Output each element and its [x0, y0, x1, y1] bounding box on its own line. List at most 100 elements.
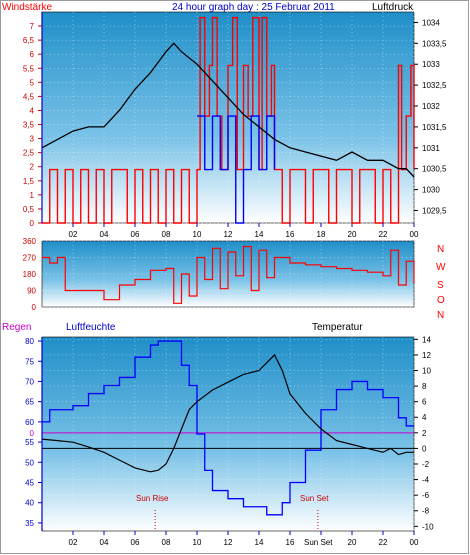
- sun-rise-label: Sun Rise: [136, 494, 169, 503]
- humidity-temperature-marks: [41, 340, 414, 531]
- wind-ytick-label: 2: [30, 163, 35, 172]
- pressure-ytick-label: 1029,5: [422, 206, 447, 215]
- wind-direction-marks: [42, 245, 415, 304]
- humidity-ytick-label: 40: [25, 499, 34, 508]
- luftdruck-label: Luftdruck: [372, 2, 414, 13]
- pressure-ytick-label: 1032,5: [422, 81, 447, 90]
- humidity-ytick-label: 35: [25, 519, 34, 528]
- wind-xtick-label: 22: [379, 230, 388, 239]
- direction-ytick-label: 360: [23, 237, 37, 246]
- temperature-ytick-label: 12: [422, 351, 431, 360]
- wind-xtick-label: 14: [255, 230, 264, 239]
- wind-xtick-label: 00: [410, 230, 419, 239]
- wind-direction-ticks: 0 90 180 270 360: [23, 237, 37, 312]
- temperature-ytick-label: 6: [422, 398, 427, 407]
- wind-ytick-label: 2,5: [23, 149, 35, 158]
- sun-set-label: Sun Set: [300, 494, 329, 503]
- climate-xtick-label: 20: [348, 538, 357, 547]
- dir-letter-o: O: [437, 295, 445, 306]
- direction-ytick-label: 0: [32, 303, 37, 312]
- wind-xtick-label: 02: [69, 230, 78, 239]
- climate-xtick-label: 02: [69, 538, 78, 547]
- humidity-line: [42, 340, 414, 516]
- temperature-ytick-label: -4: [422, 476, 430, 485]
- rain-zero-label: 0: [30, 429, 35, 438]
- wind-direction-line: [42, 245, 415, 304]
- direction-ytick-label: 180: [23, 270, 37, 279]
- humidity-ytick-label: 75: [25, 357, 34, 366]
- wind-speed-line: [42, 16, 415, 224]
- temperature-ytick-label: -6: [422, 491, 430, 500]
- regen-label: Regen: [2, 322, 31, 333]
- temperature-ytick-label: 10: [422, 367, 431, 376]
- humidity-ytick-label: 80: [25, 337, 34, 346]
- wind-ytick-label: 6,5: [23, 36, 35, 45]
- dir-letter-n-top: N: [437, 244, 444, 255]
- climate-xtick-label: 22: [379, 538, 388, 547]
- wind-xtick-label: 06: [131, 230, 140, 239]
- humidity-ytick-label: 55: [25, 438, 34, 447]
- wind-xtick-label: 10: [193, 230, 202, 239]
- wind-xtick-label: 16: [286, 230, 295, 239]
- temperatur-label: Temperatur: [312, 322, 363, 333]
- climate-xtick-label: 06: [131, 538, 140, 547]
- pressure-ytick-label: 1030: [422, 186, 440, 195]
- sun-set-axis-tick: Sun Set: [304, 538, 333, 547]
- temperature-ytick-label: -2: [422, 460, 430, 469]
- luftfeuchte-label: Luftfeuchte: [66, 322, 116, 333]
- pressure-ytick-label: 1033: [422, 60, 440, 69]
- pressure-ytick-label: 1033,5: [422, 39, 447, 48]
- pressure-ytick-label: 1031: [422, 144, 440, 153]
- pressure-ytick-label: 1034: [422, 18, 440, 27]
- climate-xtick-label: 04: [100, 538, 109, 547]
- humidity-temperature-ticks: 35404550556065707580-10-8-6-4-2024681012…: [25, 335, 434, 547]
- climate-xtick-label: 12: [224, 538, 233, 547]
- wind-ytick-label: 1: [30, 191, 35, 200]
- pressure-line: [41, 42, 415, 178]
- pressure-ytick-label: 1030,5: [422, 165, 447, 174]
- wind-ytick-label: 3: [30, 135, 35, 144]
- pressure-ytick-label: 1031,5: [422, 123, 447, 132]
- temperature-ytick-label: 4: [422, 413, 427, 422]
- climate-xtick-label: 00: [410, 538, 419, 547]
- direction-ytick-label: 90: [27, 287, 36, 296]
- wind-xtick-label: 18: [317, 230, 326, 239]
- wind-ytick-label: 3,5: [23, 121, 35, 130]
- wind-xtick-label: 20: [348, 230, 357, 239]
- temperature-ytick-label: -8: [422, 507, 430, 516]
- temperature-ytick-label: 2: [422, 429, 427, 438]
- pressure-ytick-label: 1032: [422, 102, 440, 111]
- temperature-ytick-label: 0: [422, 444, 427, 453]
- wind-xtick-label: 12: [224, 230, 233, 239]
- wind-pressure-ticks: 0 0,5 1 1,5 2 2,5 3 3,5 4 4,5 5 5,5 6 6,5 7 1029,5 1030 1…: [23, 18, 447, 239]
- wind-ytick-label: 5,5: [23, 64, 35, 73]
- temperature-line: [41, 353, 414, 473]
- dir-letter-n-bottom: N: [437, 310, 444, 321]
- chart-title: 24 hour graph day : 25 Februar 2011: [172, 2, 335, 13]
- dir-letter-s: S: [437, 280, 444, 291]
- climate-xtick-label: 08: [162, 538, 171, 547]
- direction-ytick-label: 270: [23, 254, 37, 263]
- wind-ytick-label: 0,5: [23, 205, 35, 214]
- climate-xtick-label: 14: [255, 538, 264, 547]
- windstaerke-label: Windstärke: [2, 2, 52, 13]
- humidity-ytick-label: 65: [25, 398, 34, 407]
- wind-ytick-label: 1,5: [23, 177, 35, 186]
- humidity-ytick-label: 60: [25, 418, 34, 427]
- wind-ytick-label: 7: [30, 22, 35, 31]
- humidity-ytick-label: 45: [25, 479, 34, 488]
- wind-ytick-label: 4: [30, 106, 35, 115]
- humidity-ytick-label: 70: [25, 377, 34, 386]
- climate-xtick-label: 16: [286, 538, 295, 547]
- wind-ytick-label: 0: [30, 219, 35, 228]
- wind-ytick-label: 6: [30, 50, 35, 59]
- wind-xtick-label: 04: [100, 230, 109, 239]
- temperature-ytick-label: -10: [422, 522, 434, 531]
- dir-letter-w: W: [436, 262, 446, 273]
- wind-gust-line: [197, 115, 276, 224]
- temperature-ytick-label: 14: [422, 335, 431, 344]
- climate-xtick-label: 10: [193, 538, 202, 547]
- humidity-ytick-label: 50: [25, 458, 34, 467]
